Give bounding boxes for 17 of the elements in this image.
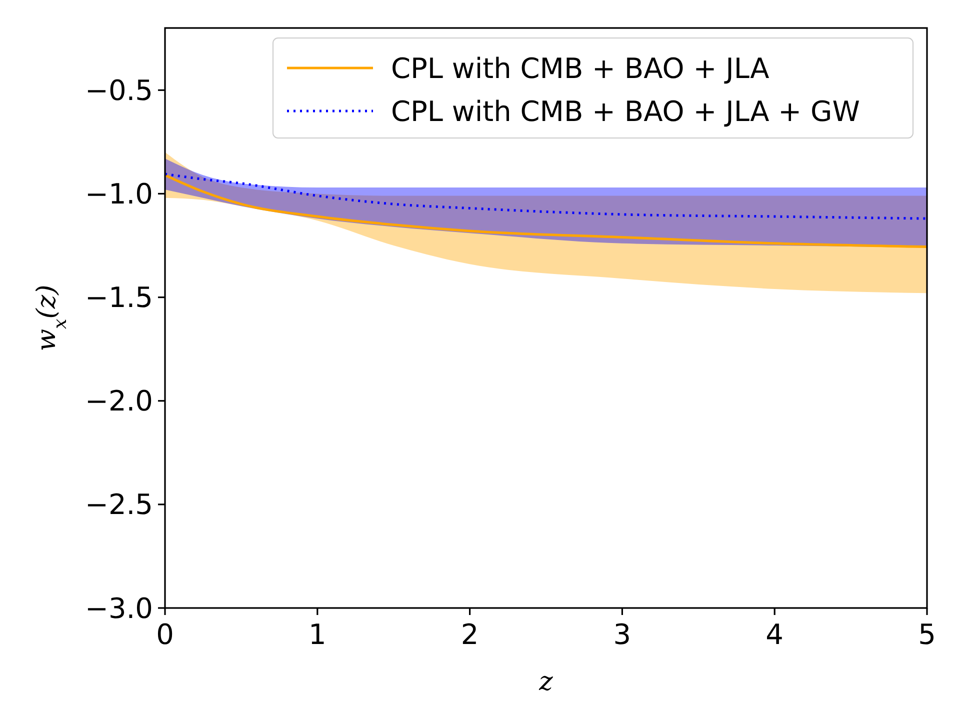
x-tick-label: 4 [766,618,784,651]
line-series [165,174,927,248]
x-tick-label: 5 [918,618,936,651]
legend-label: CPL with CMB + BAO + JLA + GW [391,94,860,128]
x-tick-label: 0 [156,618,174,651]
y-tick-label: −2.0 [85,384,153,418]
y-tick-label: −3.0 [85,592,153,625]
x-axis-title: z [538,667,554,697]
legend-label: CPL with CMB + BAO + JLA [391,52,770,85]
y-tick-label: −1.0 [85,178,153,211]
x-tick-label: 3 [613,618,632,651]
y-tick-label: −0.5 [85,74,153,107]
x-tick-label: 1 [308,618,326,651]
line-series [165,172,927,220]
x-tick-label: 2 [460,618,479,651]
y-tick-label: −2.5 [85,488,153,522]
y-tick-label: −1.5 [85,281,153,314]
